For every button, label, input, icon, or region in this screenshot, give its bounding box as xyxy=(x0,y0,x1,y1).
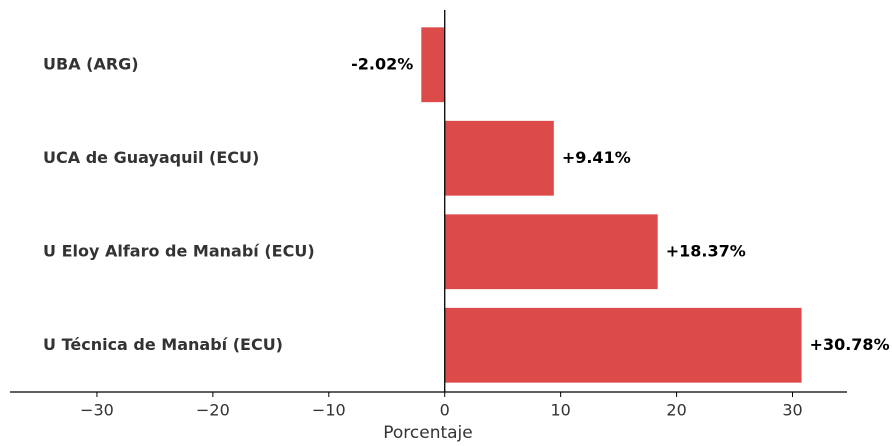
y-tick-label: U Técnica de Manabí (ECU) xyxy=(43,335,283,354)
x-tick-label: 30 xyxy=(782,401,802,420)
x-axis-label: Porcentaje xyxy=(383,423,473,442)
x-tick-label: 10 xyxy=(550,401,570,420)
x-tick-label: 0 xyxy=(440,401,450,420)
bar xyxy=(444,120,554,196)
x-tick-label: −10 xyxy=(312,401,346,420)
bar xyxy=(444,307,802,383)
y-tick-label: U Eloy Alfaro de Manabí (ECU) xyxy=(43,241,315,260)
y-tick-label: UCA de Guayaquil (ECU) xyxy=(43,148,259,167)
value-label: +18.37% xyxy=(666,241,746,260)
value-label: -2.02% xyxy=(351,54,413,73)
bar xyxy=(444,214,658,290)
value-label: +9.41% xyxy=(562,148,631,167)
bar xyxy=(421,27,445,103)
value-label: +30.78% xyxy=(810,335,890,354)
x-tick-label: 20 xyxy=(666,401,686,420)
x-tick-label: −30 xyxy=(80,401,114,420)
x-tick-label: −20 xyxy=(196,401,230,420)
y-tick-label: UBA (ARG) xyxy=(43,54,139,73)
